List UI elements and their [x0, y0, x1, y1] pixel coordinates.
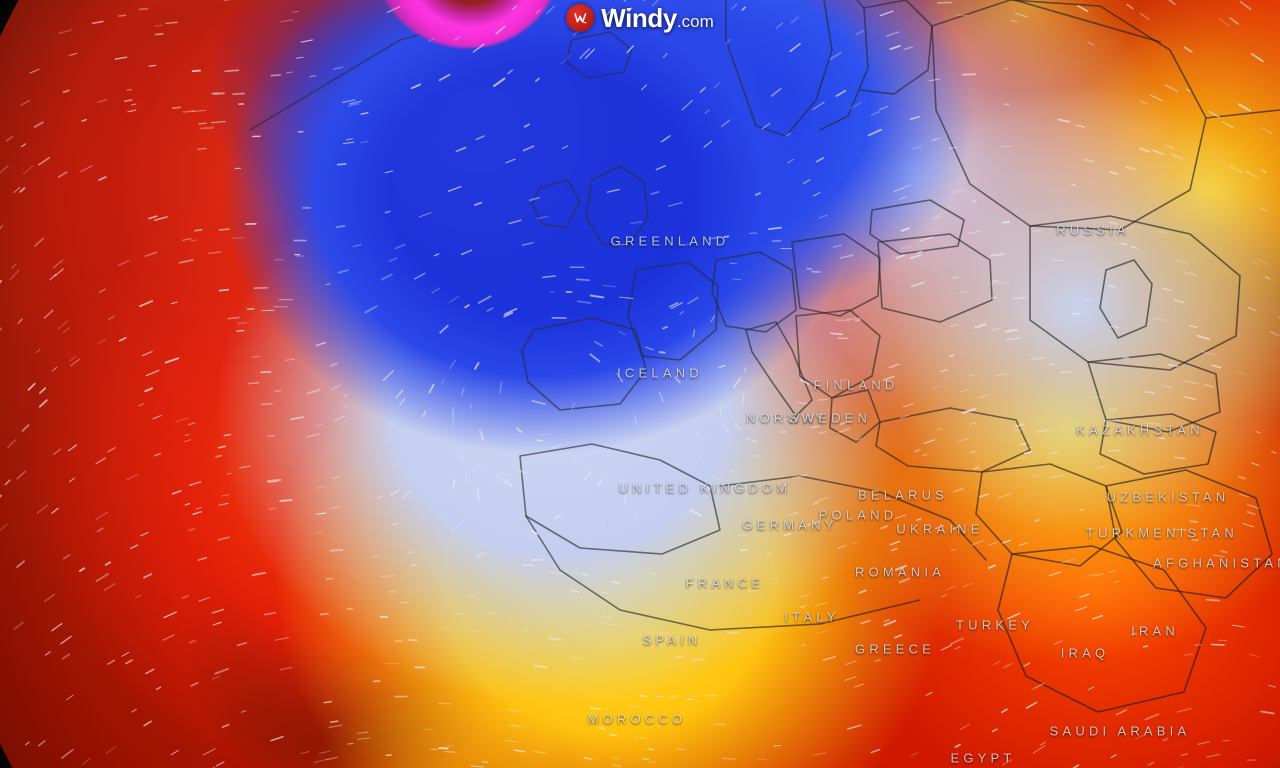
windy-logo-text: Windy.com: [601, 5, 714, 31]
windy-w-icon: [566, 4, 595, 32]
brand-name: Windy: [601, 3, 677, 33]
brand-suffix: .com: [676, 12, 714, 31]
windy-logo[interactable]: Windy.com: [566, 4, 714, 32]
